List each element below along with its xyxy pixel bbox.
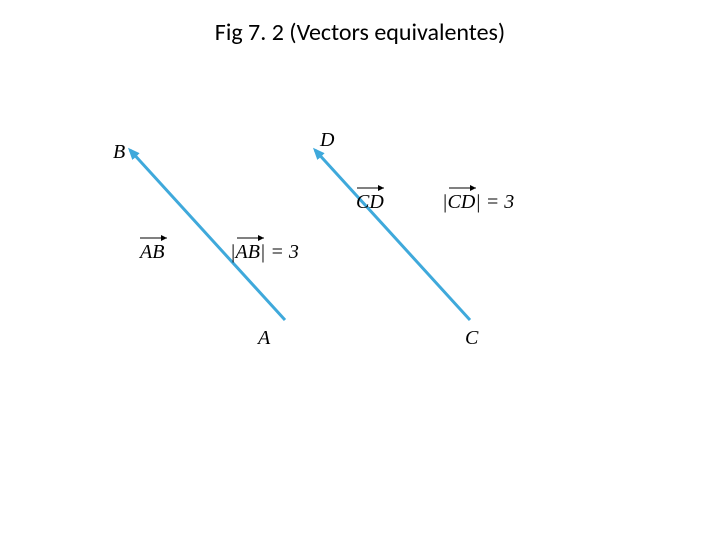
- vector-cd-line: [315, 150, 470, 320]
- vector-diagram: Fig 7. 2 (Vectors equivalentes) B A D C …: [0, 0, 720, 540]
- magnitude-notation-cd-text: |CD| = 3: [442, 191, 514, 213]
- vector-notation-cd: CD: [356, 185, 384, 213]
- figure-title: Fig 7. 2 (Vectors equivalentes): [215, 18, 505, 47]
- vector-notation-cd-text: CD: [356, 191, 384, 213]
- point-label-b: B: [113, 141, 125, 163]
- vector-notation-ab: AB: [138, 235, 167, 263]
- magnitude-notation-ab: |AB| = 3: [230, 235, 299, 263]
- vector-ab-line: [130, 150, 285, 320]
- point-label-a: A: [256, 327, 271, 349]
- point-label-d: D: [319, 129, 335, 151]
- magnitude-notation-cd: |CD| = 3: [442, 185, 514, 213]
- point-label-c: C: [465, 327, 479, 349]
- magnitude-notation-ab-text: |AB| = 3: [230, 241, 299, 263]
- diagram-container: Fig 7. 2 (Vectors equivalentes) B A D C …: [0, 0, 720, 540]
- vector-notation-ab-text: AB: [138, 241, 164, 263]
